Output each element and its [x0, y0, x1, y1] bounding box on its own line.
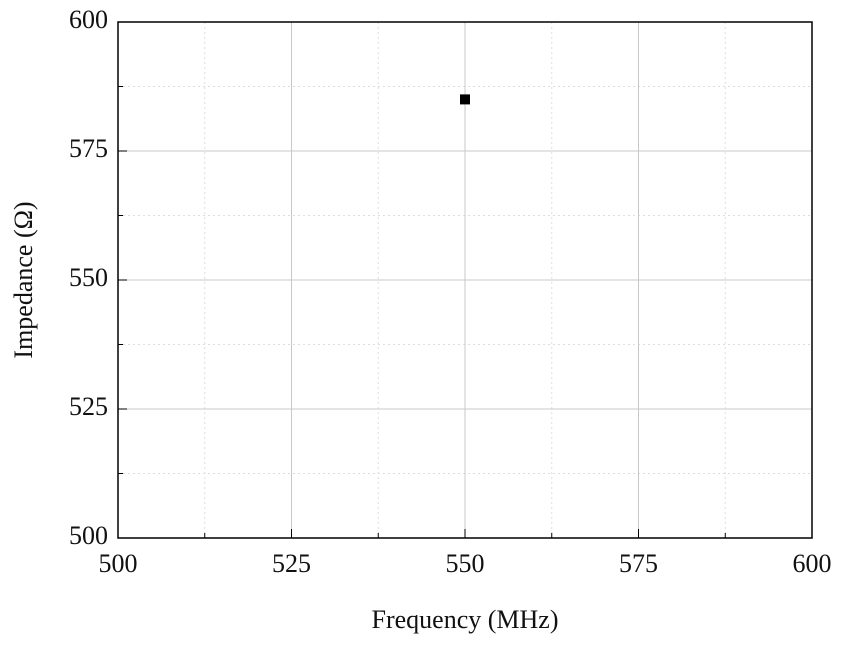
x-tick-label: 525 [272, 549, 311, 578]
y-tick-label: 600 [69, 5, 108, 34]
y-tick-label: 525 [69, 392, 108, 421]
x-tick-label: 550 [446, 549, 485, 578]
x-axis-title: Frequency (MHz) [372, 605, 559, 634]
y-tick-label: 575 [69, 134, 108, 163]
x-tick-label: 500 [99, 549, 138, 578]
x-tick-label: 600 [793, 549, 832, 578]
y-tick-label: 550 [69, 263, 108, 292]
plot-frame [117, 21, 813, 539]
y-axis-title: Impedance (Ω) [9, 201, 38, 358]
x-tick-label: 575 [619, 549, 658, 578]
point [460, 94, 470, 105]
y-tick-label: 500 [69, 521, 108, 550]
